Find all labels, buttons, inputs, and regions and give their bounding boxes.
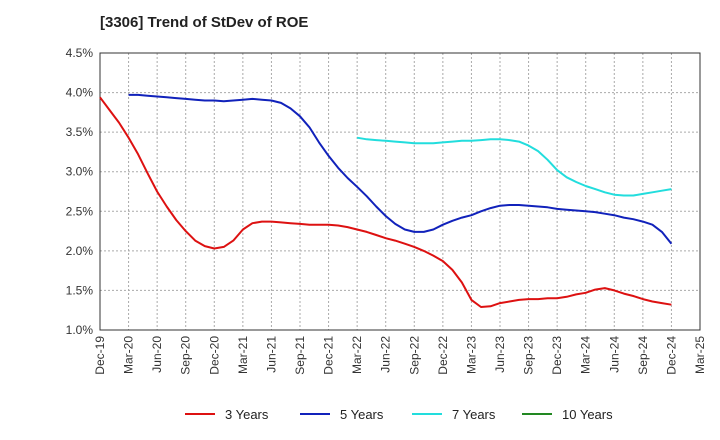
x-tick-label: Sep-21: [293, 336, 307, 375]
x-tick-label: Sep-22: [407, 336, 421, 375]
x-tick-label: Dec-22: [436, 336, 450, 375]
y-tick-label: 3.0%: [66, 165, 94, 179]
x-tick-label: Mar-23: [464, 336, 478, 374]
x-tick-label: Dec-23: [550, 336, 564, 375]
x-tick-label: Dec-21: [322, 336, 336, 375]
x-tick-label: Dec-24: [664, 336, 678, 375]
legend-label: 10 Years: [562, 407, 613, 422]
x-tick-label: Sep-24: [636, 336, 650, 375]
y-tick-label: 4.0%: [66, 86, 94, 100]
x-tick-label: Jun-22: [379, 336, 393, 373]
axis-layer: Dec-19 Mar-20 Jun-20 Sep-20 Dec-20 Mar-21 Jun-…: [66, 46, 707, 375]
y-tick-label: 1.0%: [66, 323, 94, 337]
legend-label: 7 Years: [452, 407, 496, 422]
x-tick-label: Sep-20: [179, 336, 193, 375]
y-tick-label: 1.5%: [66, 283, 94, 297]
x-tick-label: Mar-21: [236, 336, 250, 374]
legend: 3 Years 5 Years 7 Years 10 Years: [185, 407, 613, 422]
series-layer: [99, 93, 673, 308]
x-tick-label: Mar-20: [122, 336, 136, 374]
chart-title: [3306] Trend of StDev of ROE: [100, 14, 309, 31]
plot-frame: [99, 52, 701, 331]
y-tick-label: 2.0%: [66, 244, 94, 258]
x-tick-label: Mar-22: [350, 336, 364, 374]
x-tick-label: Mar-25: [693, 336, 707, 374]
y-tick-label: 2.5%: [66, 204, 94, 218]
x-tick-label: Jun-23: [493, 336, 507, 373]
series-line-3-years: [99, 96, 672, 308]
x-tick-label: Mar-24: [579, 336, 593, 374]
series-line-7-years: [356, 136, 672, 197]
legend-label: 5 Years: [340, 407, 384, 422]
x-tick-label: Jun-20: [150, 336, 164, 373]
x-tick-label: Dec-19: [93, 336, 107, 375]
x-tick-label: Sep-23: [522, 336, 536, 375]
y-tick-label: 4.5%: [66, 46, 94, 60]
x-tick-label: Jun-21: [264, 336, 278, 373]
legend-label: 3 Years: [225, 407, 269, 422]
series-line-5-years: [128, 93, 673, 245]
x-tick-label: Dec-20: [207, 336, 221, 375]
x-tick-label: Jun-24: [607, 336, 621, 373]
y-tick-label: 3.5%: [66, 125, 94, 139]
